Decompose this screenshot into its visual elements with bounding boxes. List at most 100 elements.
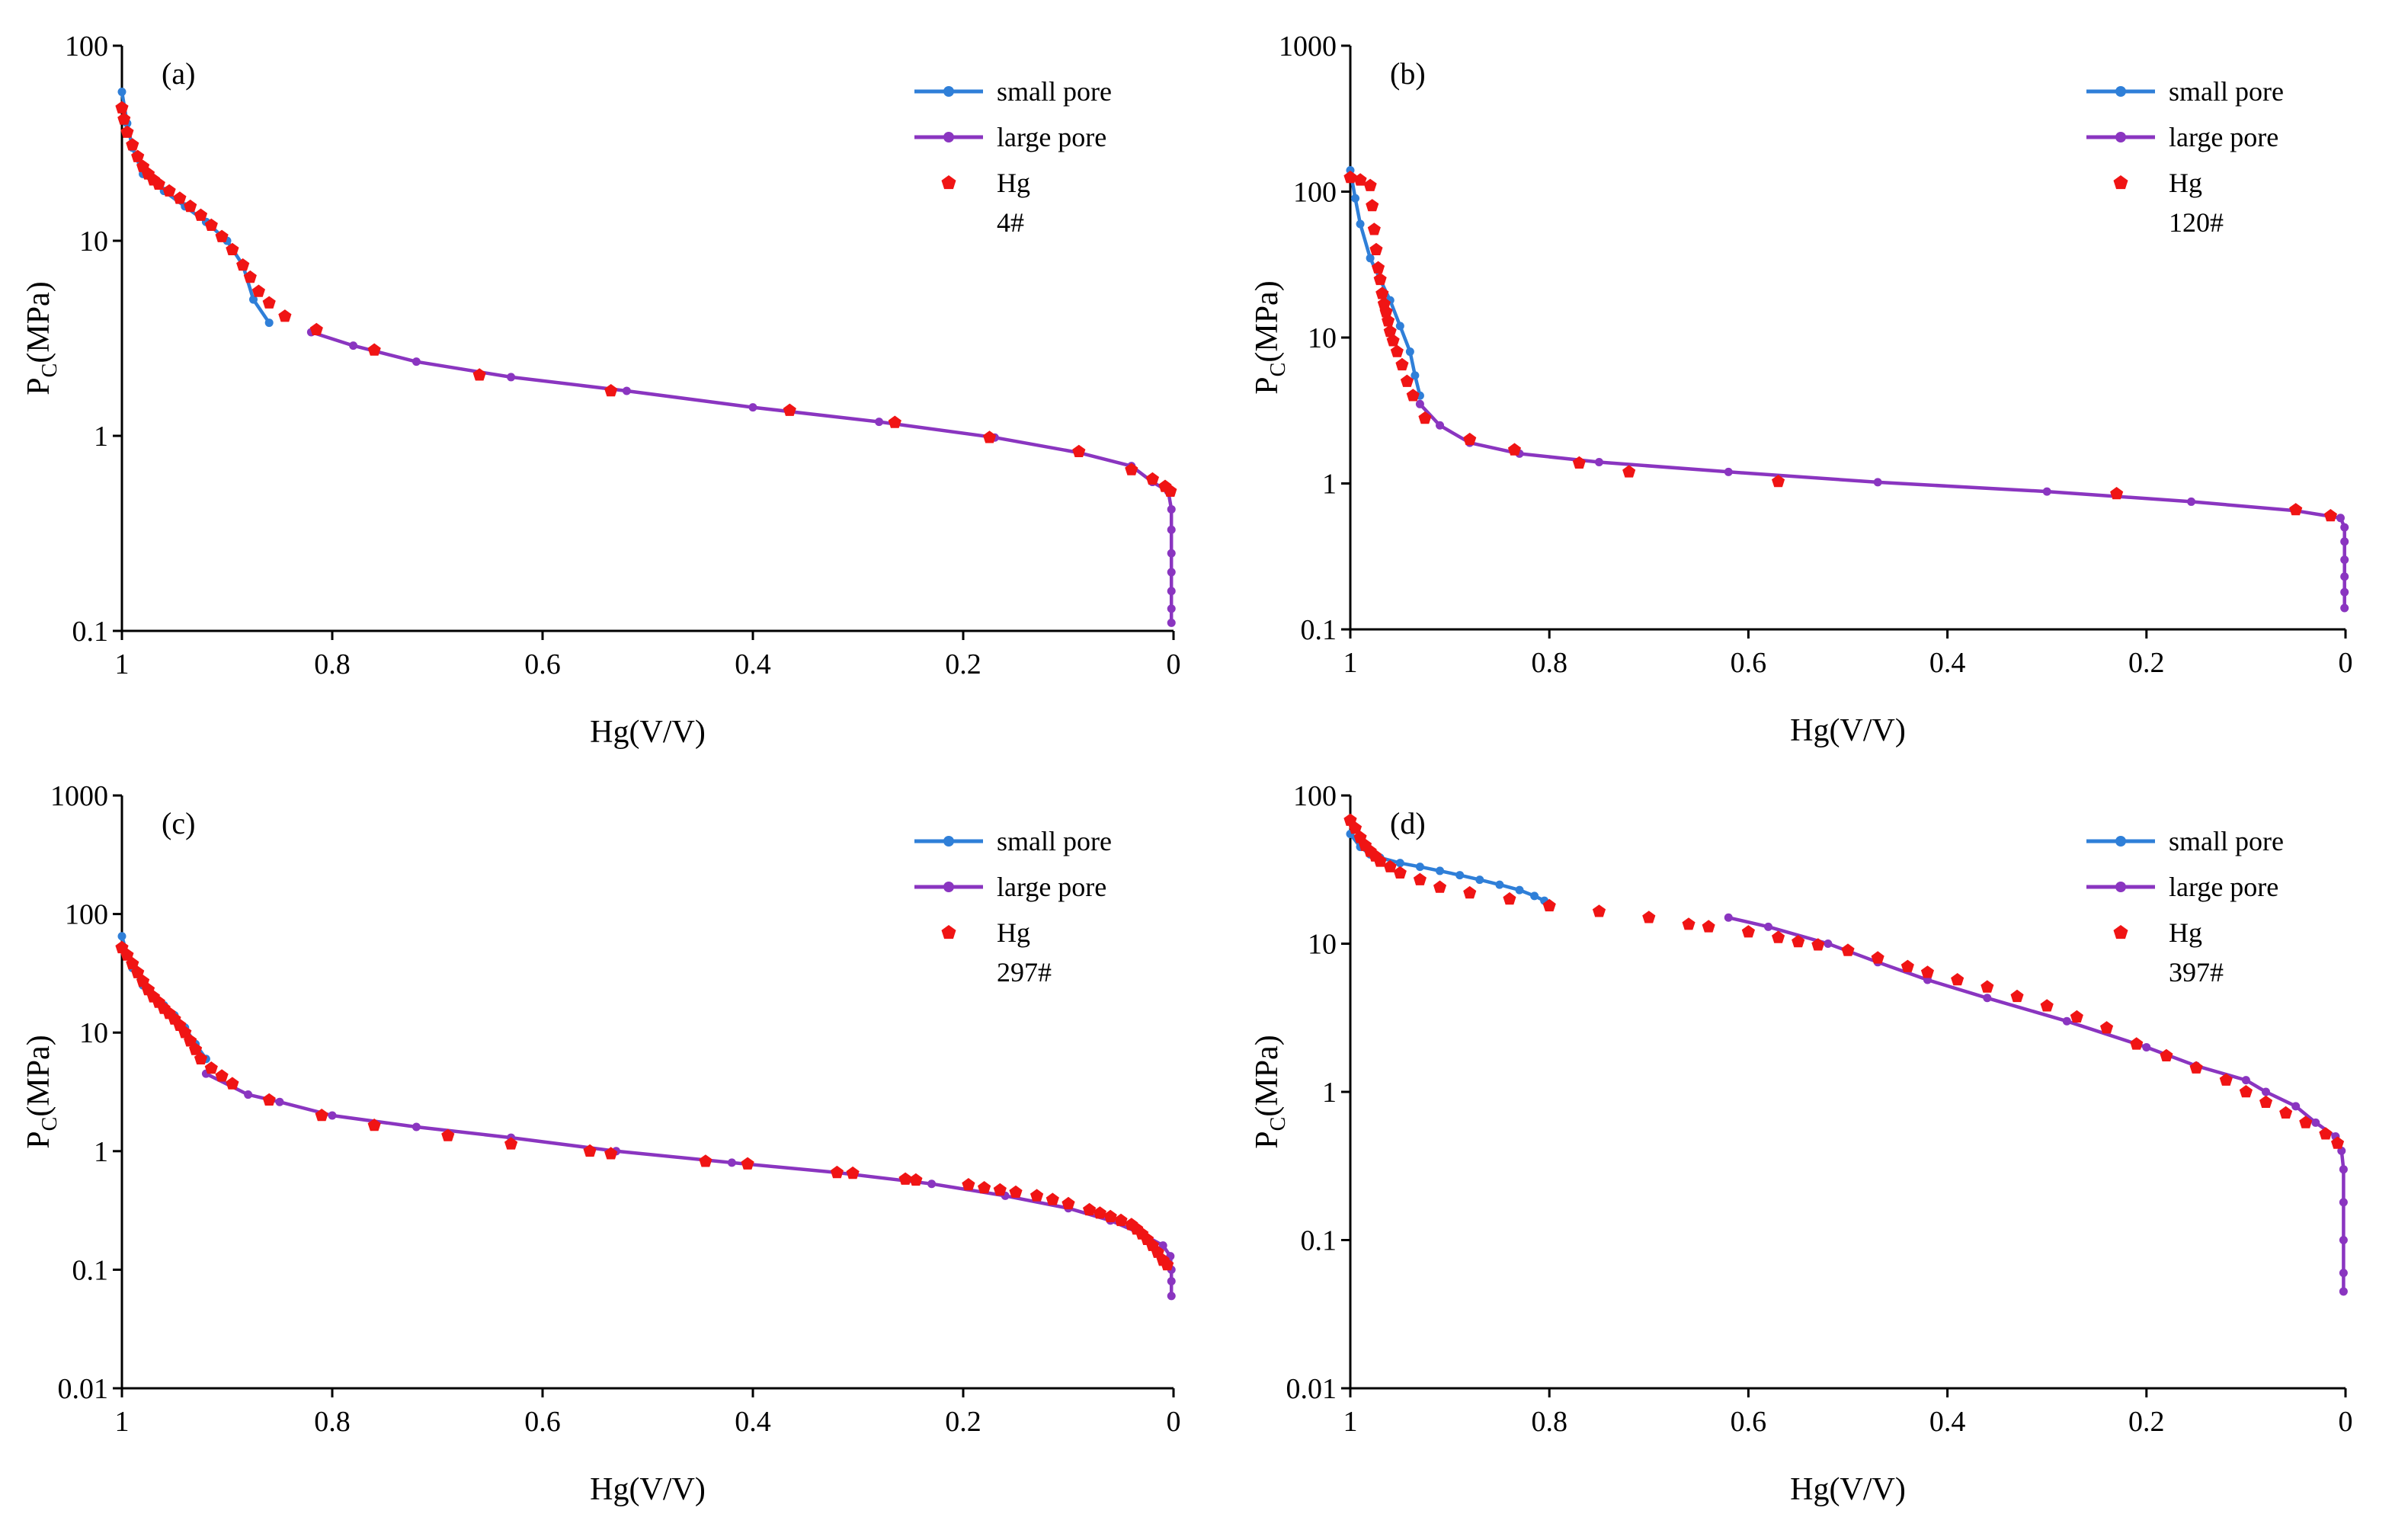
- x-tick-label: 0.4: [735, 648, 771, 680]
- legend-swatch-marker: [943, 132, 954, 142]
- data-point: [215, 1069, 229, 1082]
- y-axis-title: PC(MPa): [21, 1035, 62, 1148]
- x-tick-label: 0.6: [524, 648, 561, 680]
- data-point: [367, 343, 381, 356]
- data-point: [249, 295, 258, 304]
- data-point: [1351, 194, 1360, 203]
- x-tick-label: 0.6: [524, 1406, 561, 1438]
- y-tick-label: 0.01: [1286, 1373, 1337, 1405]
- x-tick-label: 0.8: [1531, 1406, 1567, 1438]
- data-point: [2187, 497, 2196, 506]
- y-tick-label: 1: [1322, 1077, 1337, 1109]
- data-point: [1167, 568, 1176, 577]
- data-point: [1772, 475, 1785, 488]
- data-point: [1405, 347, 1414, 357]
- series-hg: [1343, 170, 2337, 522]
- data-point: [1386, 334, 1400, 347]
- data-point: [126, 138, 139, 151]
- data-point: [1792, 935, 1805, 948]
- series-line: [310, 330, 1174, 623]
- data-point: [1411, 371, 1420, 380]
- x-tick-label: 0.2: [2128, 1406, 2165, 1438]
- data-point: [1871, 951, 1884, 964]
- data-point: [1093, 1206, 1106, 1219]
- y-tick-label: 0.1: [1301, 1225, 1337, 1257]
- data-point: [1418, 411, 1432, 424]
- data-point: [1436, 421, 1445, 430]
- data-point: [846, 1166, 860, 1180]
- x-tick-label: 0.8: [314, 648, 351, 680]
- chart-panel-d: 0.01 0.1 1 10 100 1 0.8 0.6 0.4 0.2 0 Hg(V/V) PC(MPa…: [1250, 780, 2353, 1507]
- data-point: [215, 229, 229, 242]
- data-point: [1724, 913, 1733, 922]
- y-tick-label: 100: [1293, 780, 1337, 812]
- data-point: [875, 418, 884, 427]
- y-axis-title-main: P: [1250, 376, 1285, 394]
- data-point: [1503, 891, 1516, 905]
- data-point: [126, 957, 139, 970]
- data-point: [2241, 1076, 2250, 1085]
- data-point: [1373, 854, 1387, 867]
- y-tick-label: 100: [65, 30, 108, 62]
- legend-label: Hg: [2169, 168, 2202, 198]
- data-point: [1343, 170, 1357, 184]
- data-point: [2100, 1021, 2114, 1034]
- series-small-pore: [1346, 166, 1424, 400]
- y-axis-title-unit: (MPa): [21, 1035, 56, 1116]
- x-axis-title: Hg(V/V): [1790, 713, 1906, 748]
- data-point: [184, 1034, 197, 1047]
- data-point: [1413, 872, 1427, 885]
- legend-swatch-marker: [2113, 175, 2128, 190]
- legend-label: small pore: [2169, 76, 2284, 107]
- data-point: [1981, 980, 1994, 993]
- data-point: [1764, 922, 1773, 931]
- data-point: [2340, 603, 2349, 613]
- data-point: [2040, 999, 2054, 1012]
- data-point: [189, 1042, 203, 1055]
- legend-swatch-marker: [2113, 925, 2128, 939]
- data-point: [2339, 1198, 2348, 1207]
- data-point: [194, 208, 208, 221]
- data-point: [1873, 478, 1882, 487]
- data-point: [1415, 399, 1424, 408]
- data-point: [2130, 1037, 2144, 1050]
- data-point: [1983, 994, 1992, 1003]
- y-tick-label: 0.1: [72, 616, 109, 648]
- legend-label: small pore: [997, 826, 1112, 856]
- data-point: [783, 403, 796, 416]
- legend: small pore large pore Hg 397#: [2086, 826, 2284, 987]
- data-point: [1900, 959, 1914, 972]
- series-large-pore: [201, 1069, 1176, 1301]
- y-tick-label: 1: [94, 1136, 108, 1168]
- panel-label: (d): [1390, 806, 1426, 840]
- data-point: [1167, 604, 1176, 613]
- data-point: [2331, 1136, 2345, 1149]
- data-point: [1383, 325, 1397, 338]
- data-point: [2239, 1085, 2253, 1098]
- data-point: [1515, 885, 1524, 895]
- data-point: [2340, 537, 2349, 546]
- series-line: [205, 1072, 1174, 1296]
- data-point: [1433, 880, 1447, 893]
- data-point: [2339, 1236, 2348, 1244]
- data-point: [507, 373, 516, 382]
- y-tick-label: 100: [65, 899, 108, 931]
- legend-label: large pore: [2169, 122, 2278, 152]
- data-point: [1167, 618, 1176, 627]
- legend-swatch-marker: [943, 882, 954, 892]
- data-point: [328, 1111, 337, 1120]
- data-point: [2262, 1087, 2271, 1096]
- data-point: [1702, 920, 1715, 933]
- data-point: [604, 384, 618, 397]
- y-tick-label: 10: [79, 226, 108, 258]
- legend-swatch-marker: [2115, 132, 2126, 142]
- data-point: [1045, 1192, 1059, 1205]
- data-point: [2311, 1118, 2320, 1127]
- data-point: [1400, 374, 1414, 387]
- y-axis-title-sub: C: [38, 1117, 62, 1131]
- legend-label: Hg: [997, 168, 1030, 198]
- data-point: [315, 1109, 328, 1122]
- y-axis-title-unit: (MPa): [1250, 1035, 1285, 1116]
